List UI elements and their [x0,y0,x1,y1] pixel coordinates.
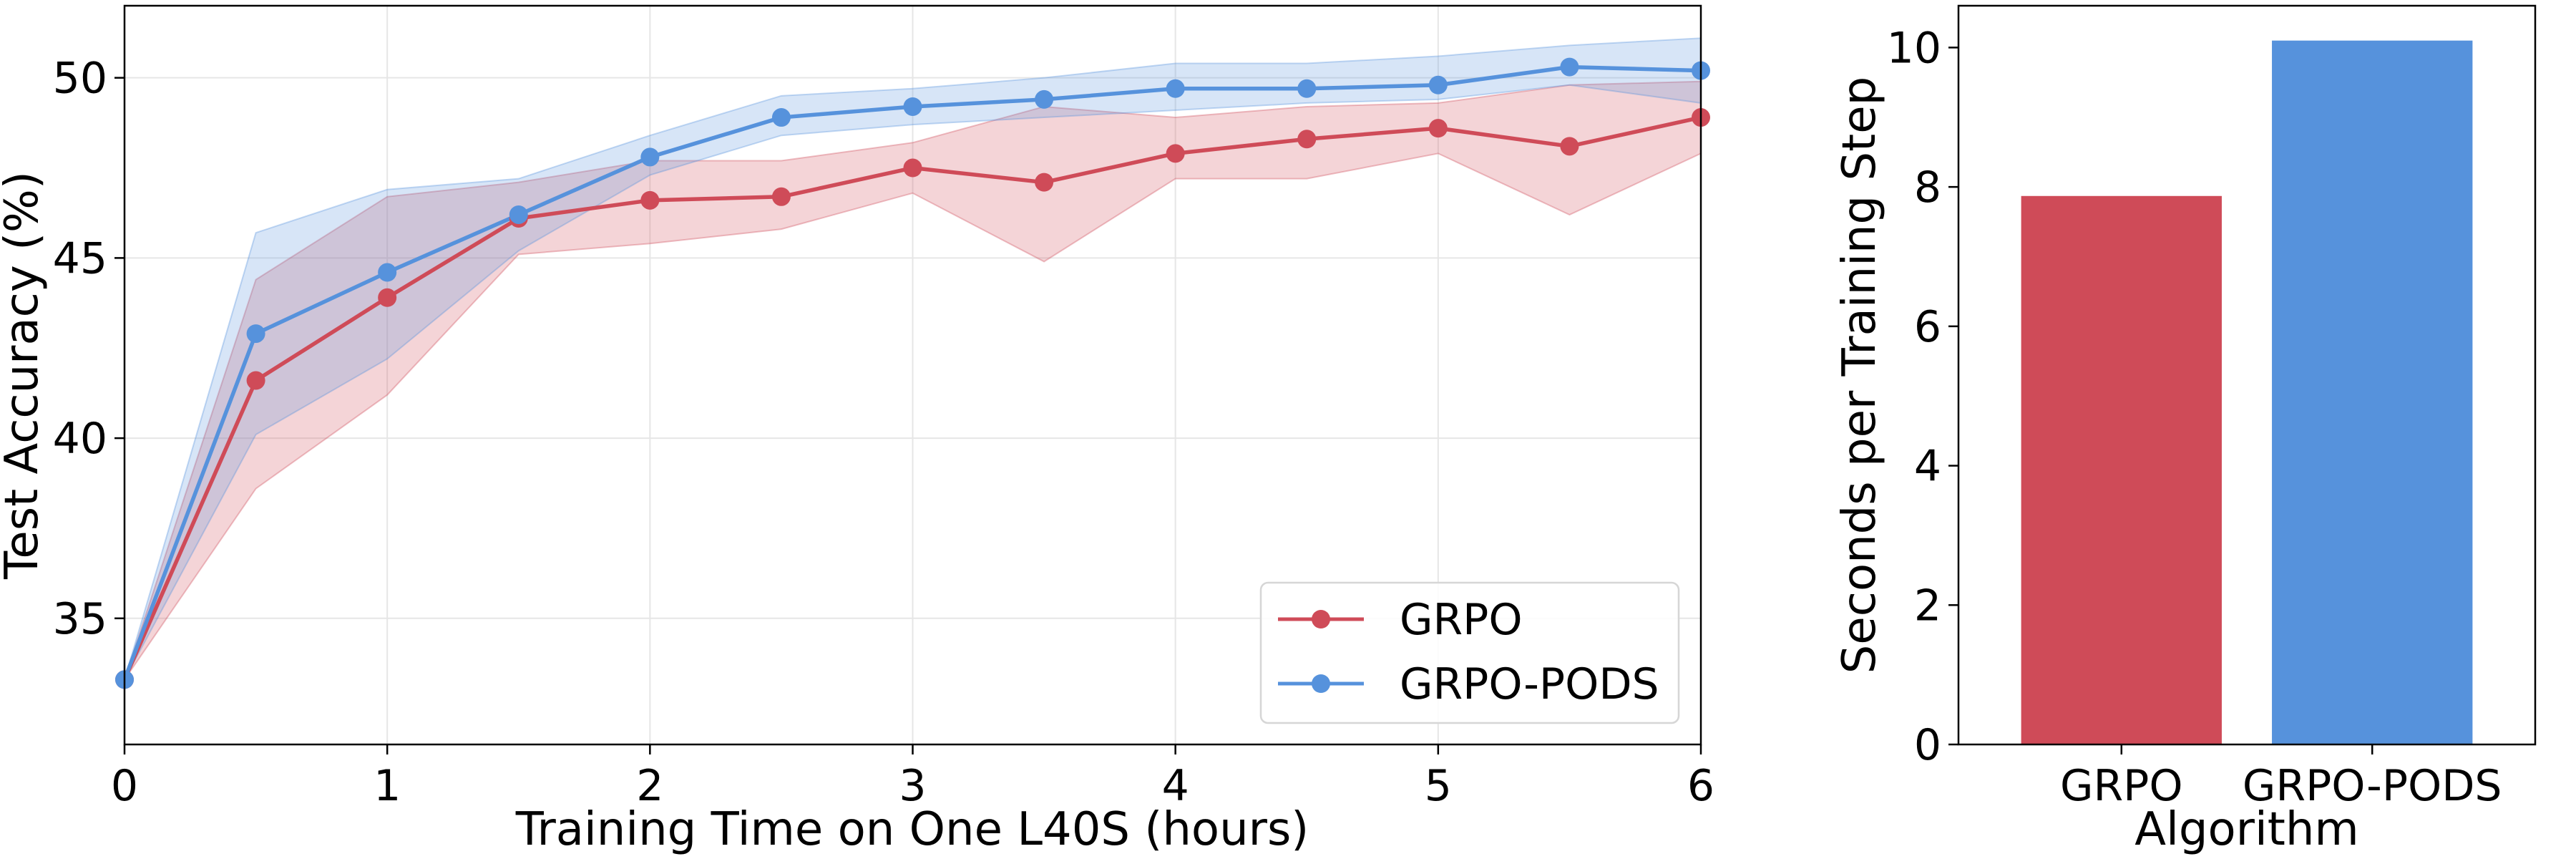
x-axis-label: Training Time on One L40S (hours) [515,803,1309,856]
point-grpo [1166,144,1185,163]
point-grpo [771,187,791,206]
point-grpo-pods [1166,79,1185,98]
legend: GRPO GRPO-PODS [1259,581,1680,724]
y-tick-label: 45 [53,233,107,283]
point-grpo-pods [903,97,922,116]
point-grpo-pods [378,263,397,282]
point-grpo [1297,130,1317,149]
point-grpo-pods [771,108,791,127]
bars [2021,40,2473,744]
y-ticks: 35 40 45 50 [53,54,125,644]
x-tick-label: 5 [1425,761,1452,811]
legend-marker-grpo [1312,610,1330,629]
point-grpo [378,288,397,307]
point-grpo [1560,137,1579,156]
x-axis-label: Algorithm [2135,803,2358,856]
y-tick-label: 35 [53,594,107,644]
x-ticks: GRPO GRPO-PODS [2060,744,2502,811]
x-tick-label: 4 [1162,761,1189,811]
bar-grpo [2021,195,2222,744]
step-time-chart: GRPO GRPO-PODS 0 2 4 6 8 10 Algorithm Seconds … [1833,4,2537,856]
y-axis-label: Seconds per Training Step [1833,77,1886,674]
point-grpo-pods [1560,57,1579,77]
legend-label-grpo: GRPO [1400,595,1523,645]
y-tick-label: 10 [1887,23,1941,73]
point-grpo [246,371,265,390]
y-tick-label: 4 [1914,442,1941,492]
y-tick-label: 2 [1914,581,1941,631]
point-grpo-pods [1297,79,1317,98]
point-grpo [903,158,922,178]
point-grpo-pods [1428,75,1448,94]
y-tick-label: 0 [1914,720,1941,770]
x-ticks: 0 1 2 3 4 5 6 [111,744,1714,811]
y-tick-label: 8 [1914,162,1941,213]
bar-grpo-pods [2272,40,2473,744]
x-tick-label: GRPO-PODS [2243,761,2502,811]
point-grpo-pods [1035,89,1054,109]
x-tick-label: 1 [374,761,401,811]
point-grpo-pods [640,147,660,167]
y-tick-label: 40 [53,414,107,464]
x-tick-label: 6 [1687,761,1714,811]
series-points [115,57,1710,689]
x-tick-label: 2 [636,761,663,811]
legend-box [1259,581,1680,724]
y-axis-label: Test Accuracy (%) [0,171,49,580]
legend-label-grpo-pods: GRPO-PODS [1400,659,1659,709]
point-grpo-pods [246,324,265,344]
point-grpo [1035,173,1054,192]
x-tick-label: GRPO [2060,761,2183,811]
point-grpo [1428,119,1448,138]
y-tick-label: 6 [1914,302,1941,352]
x-tick-label: 0 [111,761,138,811]
point-grpo [640,190,660,210]
point-grpo-pods [509,205,528,224]
x-tick-label: 3 [899,761,926,811]
plot-frame [1957,4,2537,746]
y-tick-label: 50 [53,54,107,104]
y-ticks: 0 2 4 6 8 10 [1887,23,1958,770]
legend-marker-grpo-pods [1312,674,1330,693]
